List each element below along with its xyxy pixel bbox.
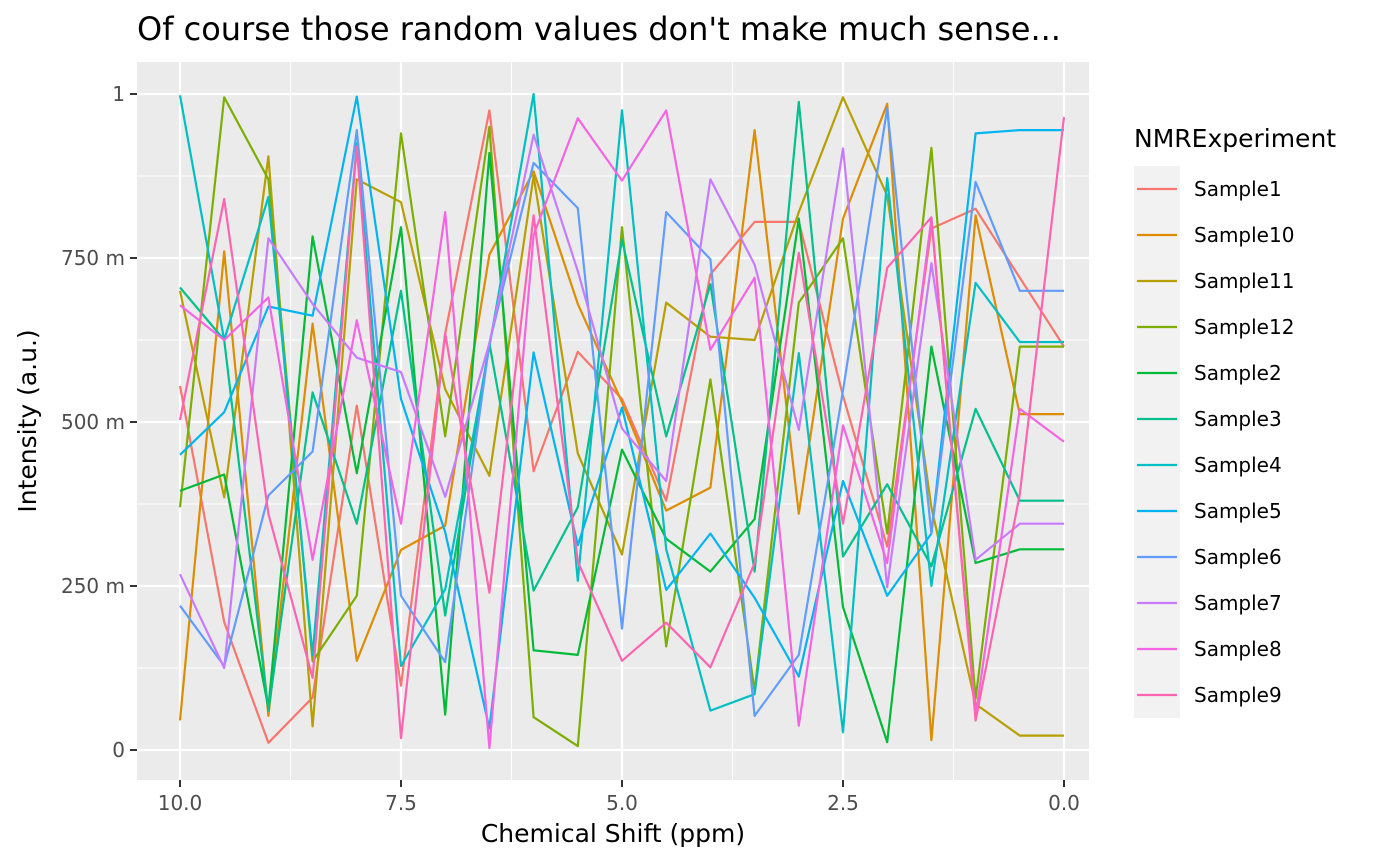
legend-label-sample12: Sample12: [1194, 315, 1294, 339]
legend: NMRExperiment Sample1Sample10Sample11Sam…: [1134, 124, 1336, 718]
legend-title: NMRExperiment: [1134, 124, 1336, 153]
legend-label-sample1: Sample1: [1194, 177, 1282, 201]
series-line-sample11: [178, 96, 1064, 737]
series-line-sample9: [178, 116, 1066, 740]
y-tick-label: 250 m: [61, 574, 125, 598]
legend-label-sample7: Sample7: [1194, 591, 1282, 615]
legend-label-sample9: Sample9: [1194, 683, 1282, 707]
chart-title: Of course those random values don't make…: [137, 10, 1061, 48]
legend-label-sample5: Sample5: [1194, 499, 1282, 523]
x-axis-title: Chemical Shift (ppm): [481, 819, 745, 848]
series-line-sample3: [179, 100, 1064, 712]
x-tick-label: 10.0: [158, 791, 203, 815]
legend-label-sample2: Sample2: [1194, 361, 1282, 385]
series-line-sample6: [179, 107, 1064, 718]
series-lines: [178, 92, 1066, 750]
legend-key-background: [1134, 166, 1180, 718]
y-axis-title: Intensity (a.u.): [13, 329, 42, 512]
legend-label-sample6: Sample6: [1194, 545, 1282, 569]
x-tick-label: 2.5: [827, 791, 859, 815]
legend-label-sample10: Sample10: [1194, 223, 1294, 247]
x-tick-label: 5.0: [606, 791, 638, 815]
y-tick-label: 750 m: [61, 246, 125, 270]
series-line-sample5: [179, 95, 1064, 730]
y-tick-label: 0: [112, 738, 125, 762]
x-tick-label: 0.0: [1048, 791, 1080, 815]
legend-items: Sample1 Sample10 Sample11 Sample12 Sample2 Sa…: [1137, 177, 1294, 707]
legend-label-sample11: Sample11: [1194, 269, 1294, 293]
y-tick-label: 500 m: [61, 410, 125, 434]
x-axis: 10.0 7.5 5.0 2.5 0.0: [158, 780, 1080, 815]
x-tick-label: 7.5: [385, 791, 417, 815]
series-line-sample8: [179, 109, 1065, 750]
legend-label-sample8: Sample8: [1194, 637, 1282, 661]
legend-label-sample3: Sample3: [1194, 407, 1282, 431]
y-tick-label: 1: [112, 82, 125, 106]
series-line-sample2: [179, 151, 1064, 744]
y-axis: 0 250 m 500 m 750 m 1: [61, 82, 137, 762]
series-line-sample12: [178, 96, 1064, 748]
legend-label-sample4: Sample4: [1194, 453, 1282, 477]
series-line-sample7: [179, 133, 1064, 670]
